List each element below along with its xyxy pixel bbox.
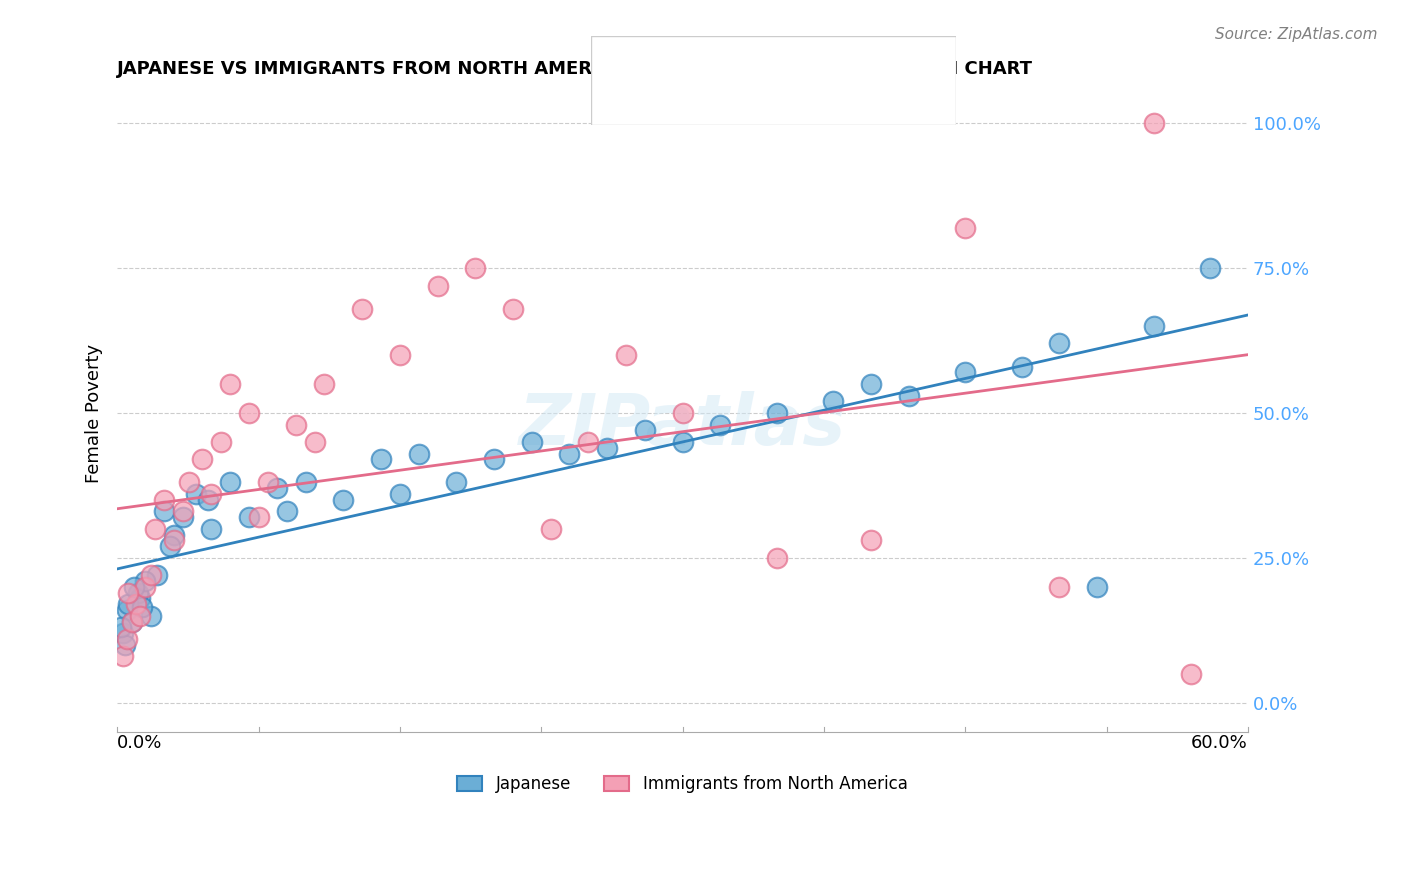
Immigrants from North America: [153, 492, 176, 507]
Immigrants from North America: [125, 597, 148, 611]
Immigrants from North America: [671, 406, 693, 420]
Japanese: [127, 585, 149, 599]
Immigrants from North America: [111, 649, 134, 664]
Immigrants from North America: [143, 522, 166, 536]
Japanese: [121, 615, 143, 629]
Japanese: [897, 389, 920, 403]
Japanese: [128, 591, 150, 606]
Immigrants from North America: [117, 585, 139, 599]
Immigrants from North America: [352, 301, 374, 316]
Japanese: [139, 608, 162, 623]
Immigrants from North America: [121, 615, 143, 629]
Japanese: [520, 434, 543, 449]
Japanese: [134, 574, 156, 588]
Immigrants from North America: [163, 533, 186, 548]
Japanese: [197, 492, 219, 507]
Japanese: [276, 504, 298, 518]
Japanese: [186, 487, 208, 501]
Immigrants from North America: [128, 608, 150, 623]
Japanese: [115, 603, 138, 617]
Japanese: [671, 434, 693, 449]
Japanese: [131, 600, 153, 615]
Japanese: [332, 492, 354, 507]
Text: 0.0%: 0.0%: [117, 734, 163, 753]
Immigrants from North America: [502, 301, 524, 316]
Immigrants from North America: [314, 377, 336, 392]
Japanese: [388, 487, 411, 501]
Text: Source: ZipAtlas.com: Source: ZipAtlas.com: [1215, 27, 1378, 42]
Immigrants from North America: [257, 475, 280, 490]
Text: R = 0.657: R = 0.657: [652, 92, 742, 110]
Text: N = 38: N = 38: [817, 92, 884, 110]
Immigrants from North America: [238, 406, 260, 420]
Immigrants from North America: [247, 510, 270, 524]
Japanese: [145, 568, 167, 582]
Immigrants from North America: [426, 278, 449, 293]
Immigrants from North America: [464, 261, 486, 276]
Japanese: [172, 510, 194, 524]
Japanese: [953, 366, 976, 380]
Text: 60.0%: 60.0%: [1191, 734, 1249, 753]
Japanese: [163, 527, 186, 541]
Immigrants from North America: [191, 452, 214, 467]
Japanese: [117, 597, 139, 611]
Japanese: [1085, 580, 1108, 594]
FancyBboxPatch shape: [591, 36, 956, 125]
Japanese: [1199, 261, 1222, 276]
Japanese: [634, 423, 657, 437]
Japanese: [114, 638, 136, 652]
Japanese: [1142, 319, 1164, 334]
Japanese: [709, 417, 731, 432]
Japanese: [219, 475, 242, 490]
Japanese: [159, 539, 181, 553]
Japanese: [370, 452, 392, 467]
Immigrants from North America: [388, 348, 411, 362]
Immigrants from North America: [304, 434, 326, 449]
Immigrants from North America: [540, 522, 562, 536]
Immigrants from North America: [576, 434, 599, 449]
Immigrants from North America: [209, 434, 232, 449]
Immigrants from North America: [953, 220, 976, 235]
Immigrants from North America: [285, 417, 308, 432]
Japanese: [110, 620, 132, 634]
Immigrants from North America: [115, 632, 138, 646]
Immigrants from North America: [1180, 666, 1202, 681]
Japanese: [111, 626, 134, 640]
Immigrants from North America: [1047, 580, 1070, 594]
Japanese: [765, 406, 787, 420]
Immigrants from North America: [1142, 116, 1164, 130]
Immigrants from North America: [177, 475, 200, 490]
Japanese: [482, 452, 505, 467]
Japanese: [596, 441, 619, 455]
Text: ZIPatlas: ZIPatlas: [519, 392, 846, 460]
Japanese: [238, 510, 260, 524]
Japanese: [266, 481, 288, 495]
Text: R = 0.648: R = 0.648: [652, 52, 742, 70]
Japanese: [446, 475, 468, 490]
Bar: [602, 85, 645, 116]
Y-axis label: Female Poverty: Female Poverty: [86, 343, 103, 483]
Japanese: [823, 394, 845, 409]
Text: N = 47: N = 47: [817, 52, 884, 70]
Japanese: [1011, 359, 1033, 374]
Japanese: [859, 377, 882, 392]
Japanese: [122, 580, 145, 594]
Immigrants from North America: [134, 580, 156, 594]
Legend: Japanese, Immigrants from North America: Japanese, Immigrants from North America: [451, 768, 914, 799]
Immigrants from North America: [172, 504, 194, 518]
Japanese: [558, 446, 581, 460]
Immigrants from North America: [139, 568, 162, 582]
Immigrants from North America: [614, 348, 637, 362]
Bar: [602, 45, 645, 76]
Immigrants from North America: [200, 487, 222, 501]
Japanese: [200, 522, 222, 536]
Text: JAPANESE VS IMMIGRANTS FROM NORTH AMERICA FEMALE POVERTY CORRELATION CHART: JAPANESE VS IMMIGRANTS FROM NORTH AMERIC…: [117, 60, 1033, 78]
Immigrants from North America: [859, 533, 882, 548]
Immigrants from North America: [219, 377, 242, 392]
Japanese: [1047, 336, 1070, 351]
Immigrants from North America: [765, 550, 787, 565]
Japanese: [294, 475, 316, 490]
Japanese: [153, 504, 176, 518]
Japanese: [408, 446, 430, 460]
